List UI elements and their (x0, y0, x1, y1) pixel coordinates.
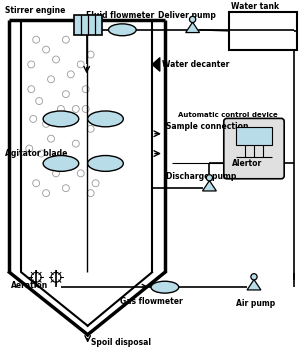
Ellipse shape (108, 24, 136, 36)
Circle shape (251, 274, 257, 280)
Text: Gas flowmeter: Gas flowmeter (120, 297, 183, 306)
FancyBboxPatch shape (224, 118, 284, 179)
Polygon shape (247, 279, 261, 290)
Text: Alertor: Alertor (232, 159, 262, 168)
Text: Fluid flowmeter: Fluid flowmeter (86, 11, 154, 20)
Bar (236, 127, 272, 145)
Bar (229, 12, 297, 49)
Text: Air pump: Air pump (236, 299, 275, 308)
Ellipse shape (88, 111, 123, 127)
Text: Spoil disposal: Spoil disposal (91, 338, 151, 347)
Ellipse shape (43, 156, 79, 171)
Circle shape (189, 16, 196, 23)
Text: Aeration: Aeration (11, 281, 49, 290)
Text: Water tank: Water tank (231, 2, 279, 11)
Bar (74, 15, 102, 35)
Text: Discharge pump: Discharge pump (166, 172, 236, 181)
Text: Deliver pump: Deliver pump (158, 11, 216, 20)
Circle shape (206, 175, 212, 181)
Ellipse shape (151, 281, 179, 293)
Text: Agitator blade: Agitator blade (5, 149, 67, 158)
Text: Water decanter: Water decanter (162, 60, 229, 69)
Ellipse shape (43, 111, 79, 127)
Polygon shape (152, 57, 160, 71)
Ellipse shape (88, 156, 123, 171)
Text: Stirrer engine: Stirrer engine (5, 6, 65, 15)
Text: Automatic control device: Automatic control device (178, 112, 278, 118)
Polygon shape (203, 181, 216, 191)
Text: Sample connection: Sample connection (166, 122, 248, 131)
Polygon shape (186, 22, 200, 33)
